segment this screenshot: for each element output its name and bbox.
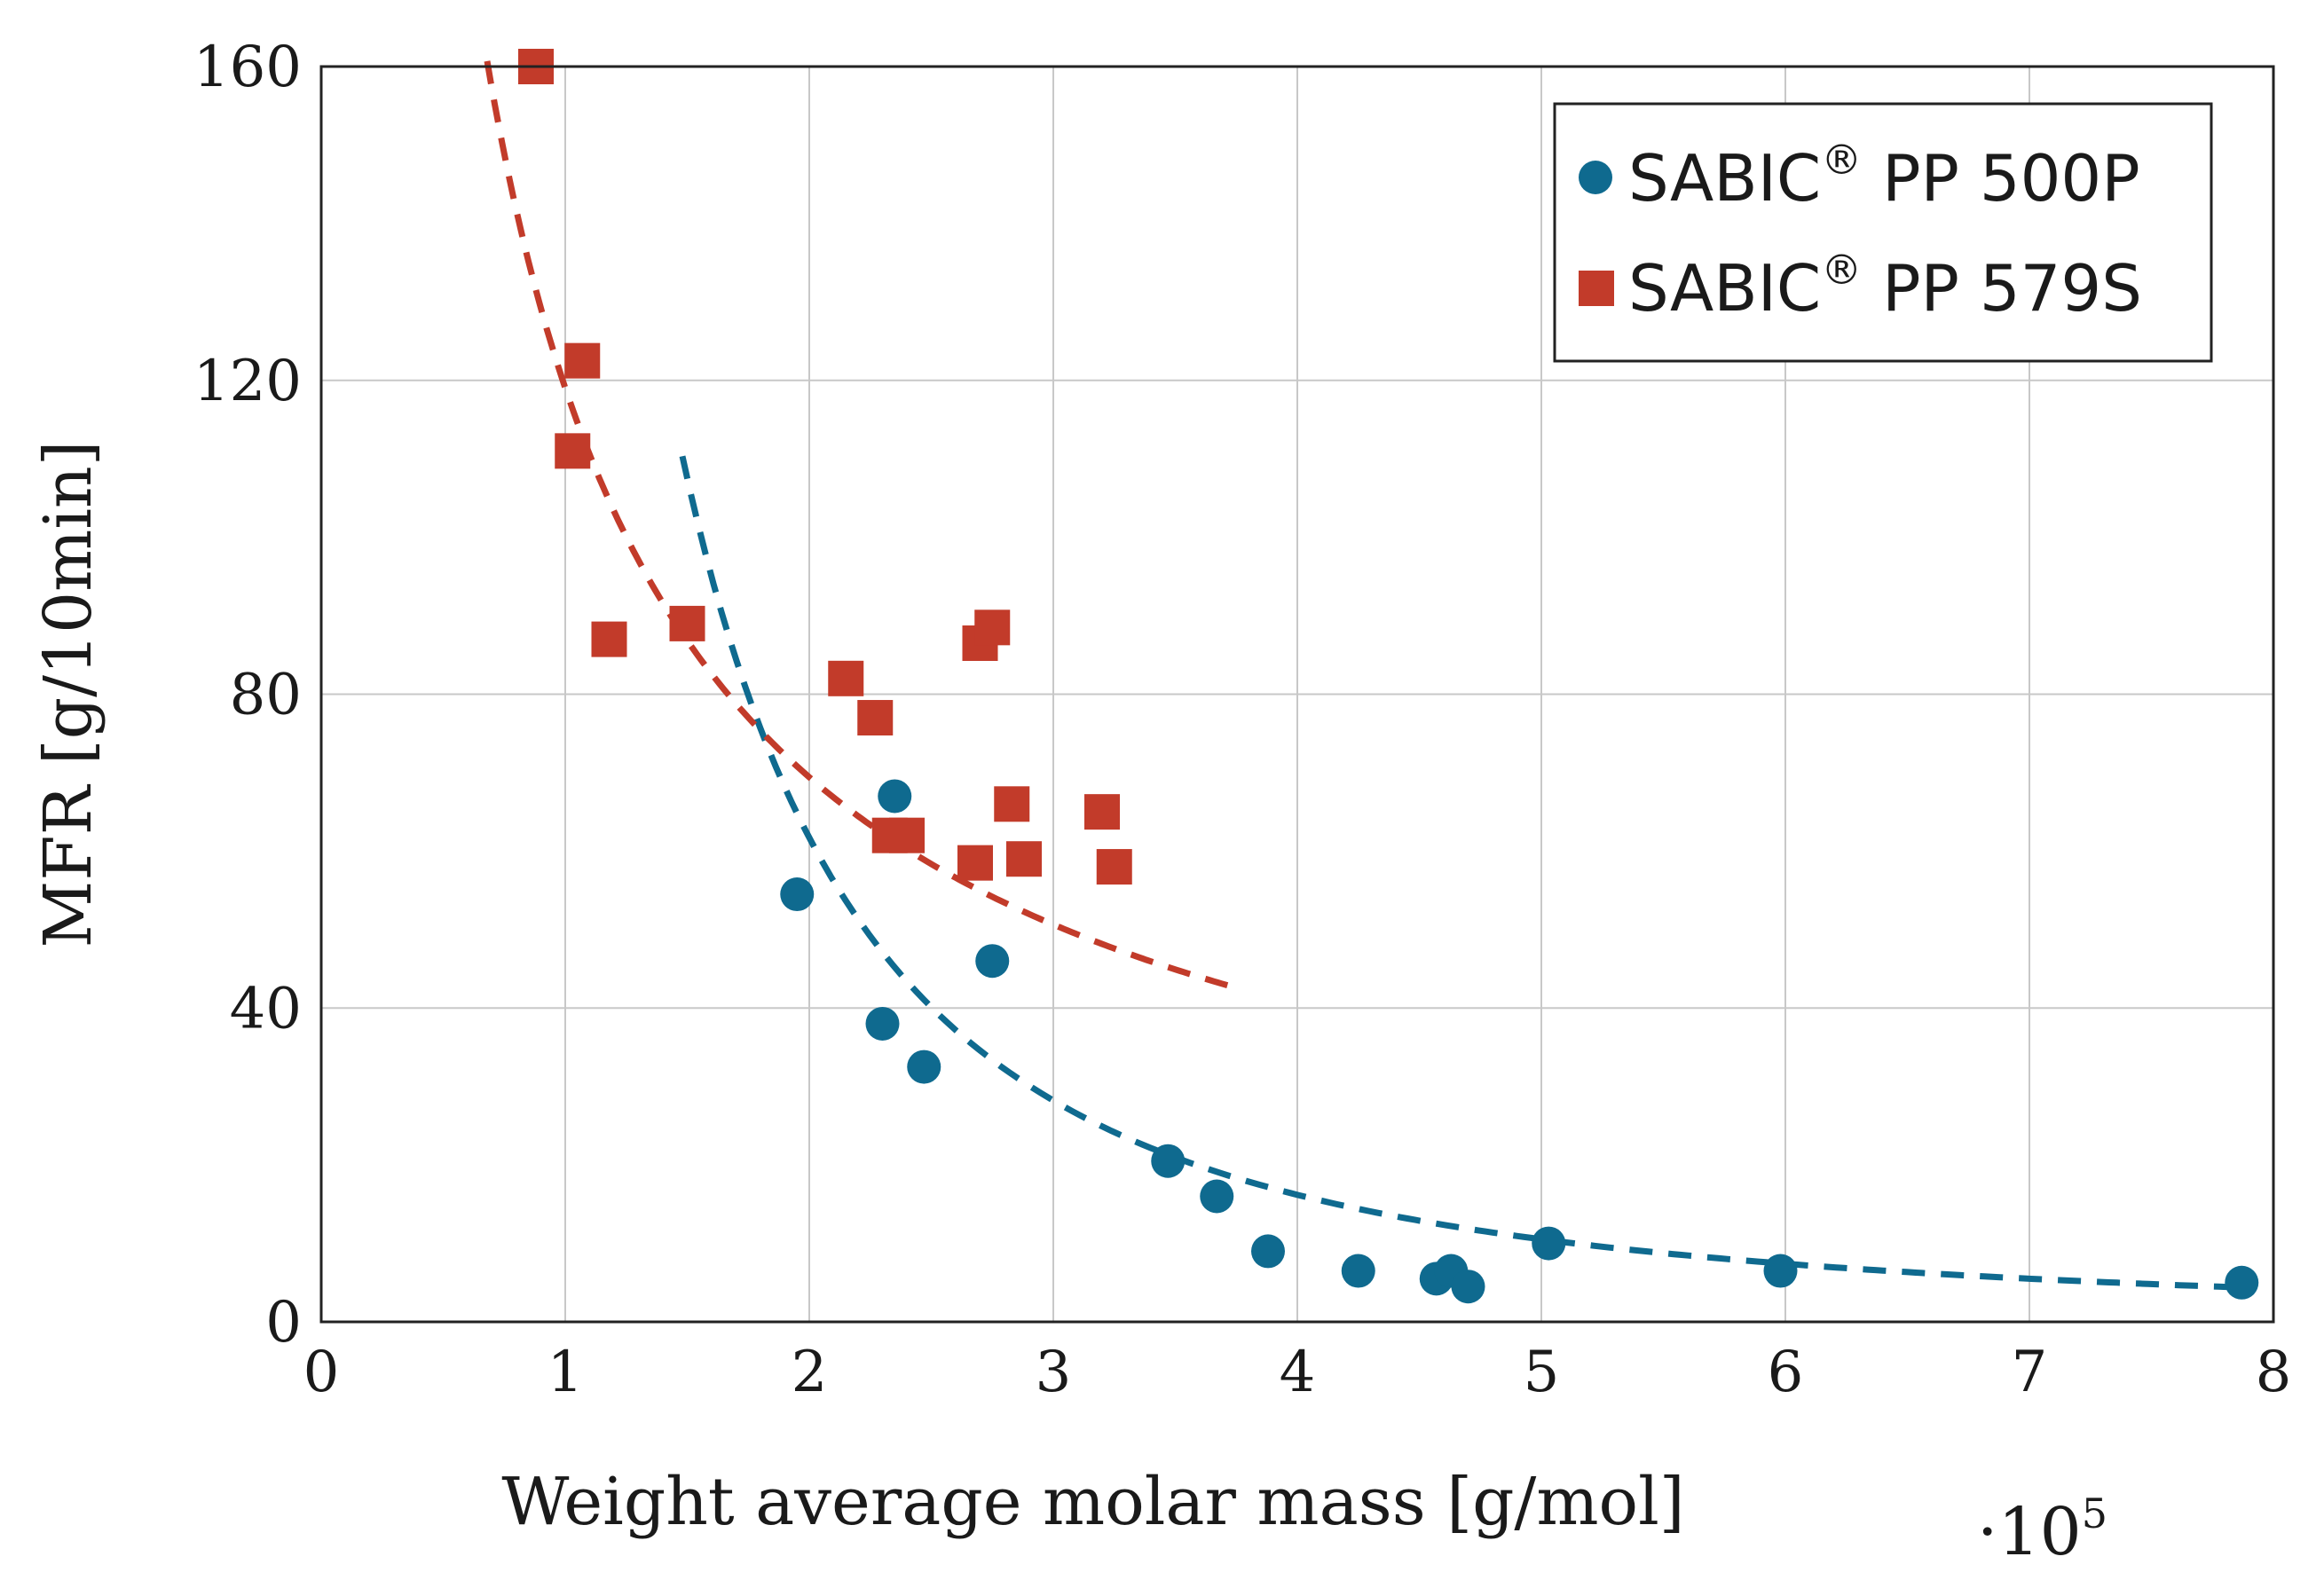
x-multiplier-exponent: 5: [2082, 1490, 2107, 1537]
x-axis-label: Weight average molar mass [g/mol]: [501, 1464, 1684, 1540]
x-tick-label: 7: [2012, 1340, 2048, 1405]
y-axis-label: MFR [g/10min]: [30, 440, 106, 947]
y-tick-label: 160: [193, 35, 302, 100]
data-point-square: [564, 342, 601, 379]
data-point-square: [889, 817, 925, 853]
data-point-square: [591, 621, 627, 657]
data-point-square: [1084, 794, 1120, 830]
x-tick-label: 4: [1280, 1340, 1316, 1405]
y-tick-label: 120: [193, 349, 302, 414]
data-point-circle: [2225, 1265, 2259, 1300]
y-tick-label: 80: [230, 663, 302, 728]
data-point-circle: [1200, 1179, 1234, 1214]
data-point-square: [669, 605, 705, 641]
x-tick-label: 8: [2256, 1340, 2292, 1405]
legend-marker-circle: [1579, 161, 1612, 194]
data-point-circle: [780, 877, 815, 912]
data-point-circle: [1251, 1234, 1285, 1269]
x-multiplier-base: ·10: [1977, 1494, 2082, 1570]
data-point-square: [857, 700, 894, 736]
data-point-circle: [865, 1006, 900, 1041]
fit-curve: [679, 455, 2242, 1291]
data-point-circle: [1451, 1270, 1485, 1304]
data-point-circle: [907, 1049, 941, 1084]
x-tick-label: 1: [548, 1340, 584, 1405]
data-point-square: [1096, 849, 1132, 885]
legend-marker-square: [1579, 271, 1614, 306]
legend-entry-pp579s: SABIC® PP 579S: [1628, 246, 2142, 326]
x-tick-label: 6: [1768, 1340, 1804, 1405]
data-point-square: [957, 845, 993, 881]
y-tick-label: 0: [265, 1290, 302, 1356]
x-axis-multiplier: ·105: [1977, 1490, 2107, 1570]
x-tick-label: 3: [1036, 1340, 1072, 1405]
fit-curves: [484, 60, 2242, 1291]
data-point-square: [555, 433, 591, 469]
legend-entry-pp500p: SABIC® PP 500P: [1628, 136, 2140, 216]
plot-frame: [319, 65, 2275, 1324]
data-point-circle: [1532, 1226, 1566, 1261]
data-point-circle: [1341, 1254, 1375, 1288]
data-point-circle: [1763, 1254, 1798, 1288]
data-point-circle: [975, 944, 1010, 979]
data-point-circle: [878, 779, 912, 814]
x-tick-label: 2: [792, 1340, 828, 1405]
x-tick-label: 5: [1524, 1340, 1560, 1405]
data-point-square: [994, 786, 1030, 822]
data-point-circle: [1151, 1144, 1186, 1178]
legend: SABIC® PP 500P SABIC® PP 579S: [1553, 102, 2213, 363]
data-point-square: [1006, 841, 1042, 877]
data-point-square: [828, 660, 864, 696]
fit-curve: [484, 60, 1238, 991]
x-tick-label: 0: [303, 1340, 340, 1405]
data-points: [518, 49, 2259, 1304]
y-tick-label: 40: [230, 976, 302, 1042]
legend-box: [1553, 102, 2213, 363]
data-point-square: [974, 609, 1011, 646]
